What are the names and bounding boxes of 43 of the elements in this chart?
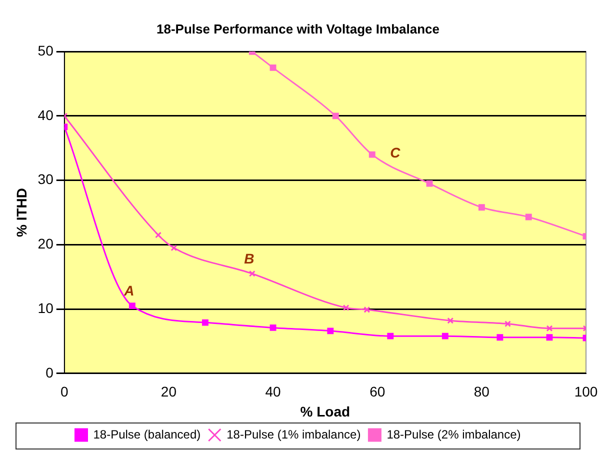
y-tick-label: 40 (38, 106, 54, 123)
point (387, 332, 394, 340)
point (368, 151, 376, 158)
y-axis-title: % ITHD (13, 188, 30, 237)
point (332, 112, 339, 120)
y-tick-label: 0 (46, 364, 54, 380)
point (270, 64, 276, 71)
x-tick-label: 80 (474, 384, 490, 400)
x-axis-title: % Load (300, 403, 350, 420)
point (442, 332, 448, 340)
point (248, 270, 256, 277)
x-tick-label: 60 (370, 384, 386, 400)
y-tick-label: 50 (38, 42, 54, 58)
y-tick-label: 20 (38, 236, 54, 252)
point (426, 180, 433, 187)
point (270, 324, 276, 331)
y-tick-label: 10 (38, 300, 54, 316)
point (342, 304, 350, 311)
x-tick-label: 20 (160, 384, 177, 400)
x-tick-label: 100 (574, 384, 598, 400)
point (496, 334, 504, 341)
chart-title: 18-Pulse Performance with Voltage Imbalance (156, 21, 440, 36)
point (447, 317, 454, 324)
y-tick-label: 30 (38, 171, 54, 188)
point (546, 325, 553, 332)
point (364, 306, 370, 313)
annotation: B (244, 250, 254, 266)
legend-label: 18-Pulse (2% imbalance) (386, 427, 521, 442)
point (546, 334, 553, 341)
point (155, 232, 162, 238)
point (128, 302, 136, 310)
point (525, 214, 532, 220)
point (170, 244, 178, 252)
legend-label: 18-Pulse (1% imbalance) (226, 427, 361, 442)
point (327, 328, 334, 334)
annotation: C (390, 144, 402, 160)
point (504, 320, 511, 328)
point (478, 204, 485, 211)
point (202, 319, 208, 326)
x-tick-label: 40 (265, 384, 282, 400)
x-tick-label: 0 (60, 384, 68, 400)
annotation: A (123, 282, 134, 299)
legend-label: 18-Pulse (balanced) (93, 427, 201, 442)
